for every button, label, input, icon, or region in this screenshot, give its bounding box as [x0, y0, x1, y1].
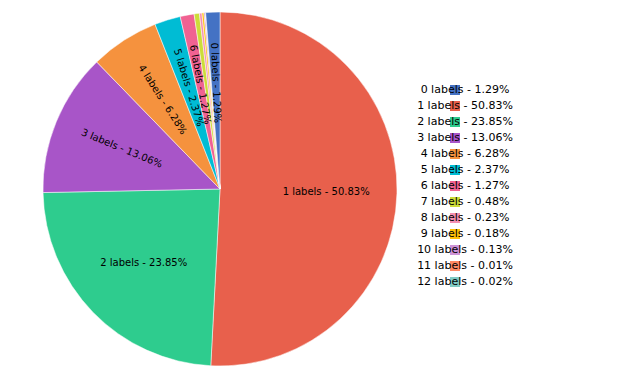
- svg-text:9 labels - 0.18%: 9 labels - 0.18%: [421, 227, 510, 240]
- svg-text:6 labels - 1.27%: 6 labels - 1.27%: [187, 43, 214, 126]
- svg-text:8 labels - 0.23%: 8 labels - 0.23%: [421, 211, 510, 224]
- svg-text:10 labels - 0.13%: 10 labels - 0.13%: [417, 243, 513, 256]
- svg-text:12 labels - 0.02%: 12 labels - 0.02%: [417, 275, 513, 288]
- svg-text:5 labels - 2.37%: 5 labels - 2.37%: [421, 163, 510, 176]
- svg-text:7 labels - 0.48%: 7 labels - 0.48%: [421, 195, 510, 208]
- svg-text:5 labels - 2.37%: 5 labels - 2.37%: [171, 47, 207, 128]
- svg-text:3 labels - 13.06%: 3 labels - 13.06%: [80, 127, 165, 170]
- svg-text:3 labels - 13.06%: 3 labels - 13.06%: [417, 131, 513, 144]
- svg-text:4 labels - 6.28%: 4 labels - 6.28%: [136, 62, 190, 137]
- svg-text:2 labels - 23.85%: 2 labels - 23.85%: [417, 115, 513, 128]
- svg-text:6 labels - 1.27%: 6 labels - 1.27%: [421, 179, 510, 192]
- svg-text:1 labels - 50.83%: 1 labels - 50.83%: [417, 99, 513, 112]
- svg-text:0 labels - 1.29%: 0 labels - 1.29%: [209, 42, 223, 123]
- svg-text:1 labels - 50.83%: 1 labels - 50.83%: [283, 186, 370, 197]
- svg-text:11 labels - 0.01%: 11 labels - 0.01%: [417, 259, 513, 272]
- svg-text:2 labels - 23.85%: 2 labels - 23.85%: [100, 257, 187, 268]
- svg-text:4 labels - 6.28%: 4 labels - 6.28%: [421, 147, 510, 160]
- svg-text:0 labels - 1.29%: 0 labels - 1.29%: [421, 83, 510, 96]
